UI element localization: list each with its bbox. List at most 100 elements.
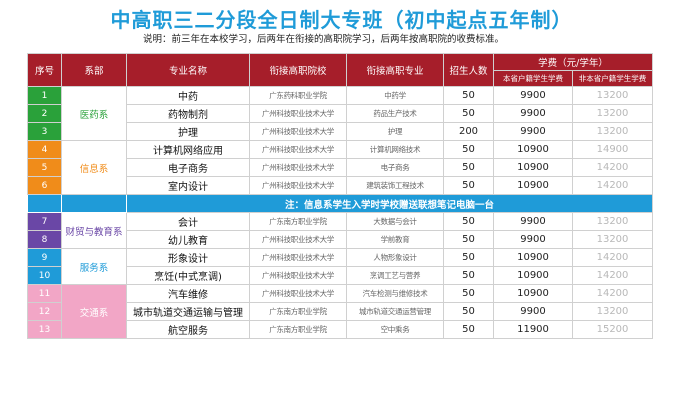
- info-note: 注：信息系学生入学时学校赠送联想笔记电脑一台: [125, 194, 654, 213]
- dept-medical: 医药系: [61, 86, 127, 141]
- college-name: 广州科技职业技术大学: [249, 176, 347, 195]
- dept-info: 信息系: [61, 140, 127, 195]
- major-name: 烹饪(中式烹调): [126, 266, 250, 285]
- dept-service: 服务系: [61, 248, 127, 285]
- row-number: 3: [27, 122, 62, 141]
- enroll-count: 50: [443, 140, 494, 159]
- fee-local: 10900: [493, 284, 573, 303]
- fee-local: 10900: [493, 248, 573, 267]
- fee-local: 9900: [493, 230, 573, 249]
- major-name: 药物制剂: [126, 104, 250, 123]
- college-major: 人物形象设计: [346, 248, 444, 267]
- header-dept: 系部: [61, 53, 127, 87]
- row-number: 10: [27, 266, 62, 285]
- college-major: 空中乘务: [346, 320, 444, 339]
- college-major: 电子商务: [346, 158, 444, 177]
- header-fee: 学费（元/学年）: [492, 53, 654, 71]
- college-name: 广州科技职业技术大学: [249, 284, 347, 303]
- enroll-count: 50: [443, 266, 494, 285]
- college-name: 广州科技职业技术大学: [249, 158, 347, 177]
- college-name: 广州科技职业技术大学: [249, 230, 347, 249]
- college-major: 大数据与会计: [346, 212, 444, 231]
- table-row: 1 医药系 中药 广东药科职业学院 中药学 50 9900 13200: [27, 86, 654, 141]
- header-college: 衔接高职院校: [249, 53, 347, 87]
- row-number: 5: [27, 158, 62, 177]
- major-name: 室内设计: [126, 176, 250, 195]
- fee-nonlocal: 13200: [571, 230, 654, 249]
- intro-note: 说明：前三年在本校学习，后两年在衔接的高职院学习，后两年按高职院的收费标准。: [143, 34, 505, 45]
- fee-nonlocal: 15200: [571, 320, 654, 339]
- fee-local: 9900: [493, 302, 573, 321]
- college-major: 学前教育: [346, 230, 444, 249]
- header-enroll: 招生人数: [443, 53, 494, 87]
- major-name: 护理: [126, 122, 250, 141]
- college-name: 广州科技职业技术大学: [249, 122, 347, 141]
- enroll-count: 50: [443, 86, 494, 105]
- major-name: 中药: [126, 86, 250, 105]
- college-major: 建筑装饰工程技术: [346, 176, 444, 195]
- enroll-count: 50: [443, 212, 494, 231]
- fee-nonlocal: 14200: [571, 284, 654, 303]
- fee-local: 10900: [493, 176, 573, 195]
- college-name: 广州科技职业技术大学: [249, 266, 347, 285]
- header-major: 专业名称: [126, 53, 250, 87]
- fee-local: 10900: [493, 158, 573, 177]
- header-fee-nonlocal: 非本省户籍学生学费: [571, 70, 654, 87]
- major-name: 计算机网络应用: [126, 140, 250, 159]
- college-major: 护理: [346, 122, 444, 141]
- major-name: 形象设计: [126, 248, 250, 267]
- fee-local: 9900: [493, 86, 573, 105]
- fee-local: 11900: [493, 320, 573, 339]
- major-name: 航空服务: [126, 320, 250, 339]
- enroll-count: 50: [443, 158, 494, 177]
- fee-local: 10900: [493, 140, 573, 159]
- header-index: 序号: [27, 53, 62, 87]
- header-fee-local: 本省户籍学生学费: [493, 70, 573, 87]
- fee-nonlocal: 13200: [571, 302, 654, 321]
- college-name: 广州科技职业技术大学: [249, 140, 347, 159]
- college-major: 汽车检测与维修技术: [346, 284, 444, 303]
- fee-nonlocal: 14900: [571, 140, 654, 159]
- dept-finance: 财贸与教育系: [61, 212, 127, 249]
- fee-local: 9900: [493, 212, 573, 231]
- table-row: 6 室内设计 广州科技职业技术大学 建筑装饰工程技术 50 10900 1420…: [27, 176, 654, 195]
- enroll-count: 50: [443, 104, 494, 123]
- major-name: 幼儿教育: [126, 230, 250, 249]
- enroll-count: 200: [443, 122, 494, 141]
- major-name: 会计: [126, 212, 250, 231]
- enroll-count: 50: [443, 248, 494, 267]
- row-number: 13: [27, 320, 62, 339]
- major-name: 汽车维修: [126, 284, 250, 303]
- enroll-count: 50: [443, 230, 494, 249]
- college-major: 药品生产技术: [346, 104, 444, 123]
- dept-transport: 交通系: [61, 284, 127, 339]
- major-name: 城市轨道交通运输与管理: [126, 302, 250, 321]
- row-number: 7: [27, 212, 62, 231]
- table-row: 7 财贸与教育系 会计 广东南方职业学院 大数据与会计 50 9900 1320…: [27, 212, 654, 249]
- note-spacer-1: [27, 194, 62, 213]
- table-row: 13 航空服务 广东南方职业学院 空中乘务 50 11900 15200: [27, 320, 654, 339]
- table-row: 11 交通系 汽车维修 广州科技职业技术大学 汽车检测与维修技术 50 1090…: [27, 284, 654, 339]
- fee-local: 9900: [493, 122, 573, 141]
- page-title: 中高职三二分段全日制大专班（初中起点五年制）: [110, 8, 573, 32]
- row-number: 1: [27, 86, 62, 105]
- header-college-major: 衔接高职专业: [346, 53, 444, 87]
- row-number: 11: [27, 284, 62, 303]
- college-name: 广东药科职业学院: [249, 86, 347, 105]
- header-row: 序号 系部 专业名称 衔接高职院校 衔接高职专业 招生人数 学费（元/学年）: [27, 53, 654, 87]
- college-major: 计算机网络技术: [346, 140, 444, 159]
- enroll-count: 50: [443, 302, 494, 321]
- program-table: 序号 系部 专业名称 衔接高职院校 衔接高职专业 招生人数 学费（元/学年） 本…: [27, 53, 654, 339]
- enroll-count: 50: [443, 176, 494, 195]
- college-major: 烹调工艺与营养: [346, 266, 444, 285]
- info-note-row: 注：信息系学生入学时学校赠送联想笔记电脑一台: [27, 194, 654, 213]
- college-major: 城市轨道交通运营管理: [346, 302, 444, 321]
- table-row: 9 服务系 形象设计 广州科技职业技术大学 人物形象设计 50 10900 14…: [27, 248, 654, 285]
- college-name: 广东南方职业学院: [249, 302, 347, 321]
- fee-nonlocal: 14200: [571, 176, 654, 195]
- table-row: 5 电子商务 广州科技职业技术大学 电子商务 50 10900 14200: [27, 158, 654, 177]
- enroll-count: 50: [443, 320, 494, 339]
- fee-nonlocal: 14200: [571, 248, 654, 267]
- fee-nonlocal: 14200: [571, 266, 654, 285]
